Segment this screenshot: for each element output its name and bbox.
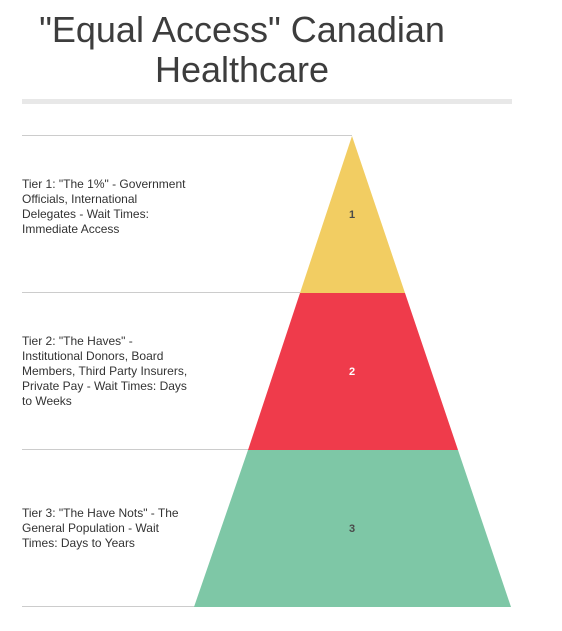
tier-3-number: 3: [349, 523, 355, 535]
tier-2-top-divider: [22, 292, 300, 293]
page-title: "Equal Access" Canadian Healthcare: [39, 9, 445, 90]
tier-2-number: 2: [349, 366, 355, 378]
tier-3-segment: [194, 450, 511, 607]
tier-2-label: Tier 2: "The Haves" - Institutional Dono…: [22, 334, 188, 408]
tier-1-number: 1: [349, 209, 355, 221]
tier-3-label: Tier 3: "The Have Nots" - The General Po…: [22, 506, 179, 550]
tier-2-segment: [248, 293, 458, 450]
title-divider: [22, 99, 512, 104]
tier-3-top-divider: [22, 449, 249, 450]
tier-1-top-divider: [22, 135, 352, 136]
tier-1-label: Tier 1: "The 1%" - Government Officials,…: [22, 177, 186, 236]
pyramid-base-divider: [22, 606, 197, 607]
tier-1-segment: [300, 136, 405, 293]
